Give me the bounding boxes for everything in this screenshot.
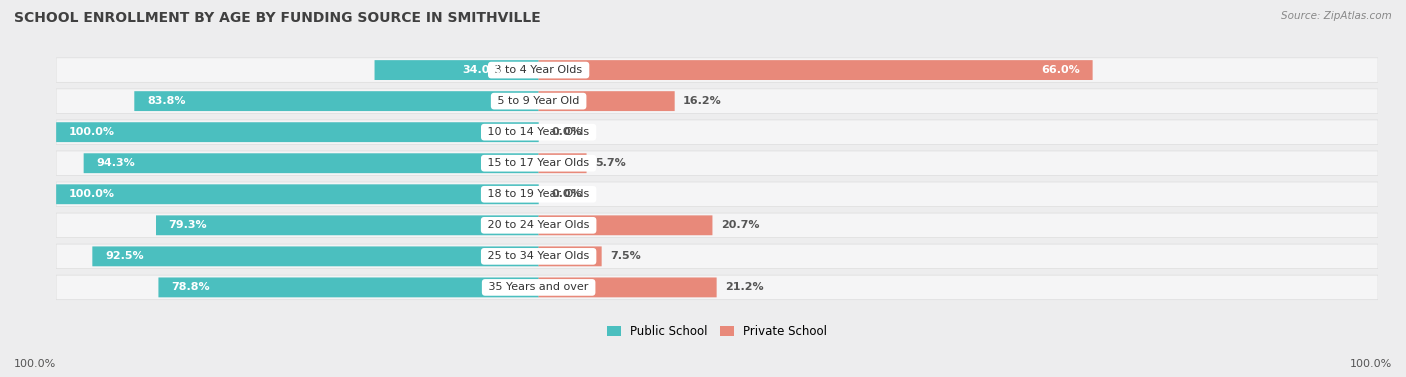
Text: 5.7%: 5.7% bbox=[595, 158, 626, 168]
Text: 25 to 34 Year Olds: 25 to 34 Year Olds bbox=[484, 251, 593, 261]
Text: 100.0%: 100.0% bbox=[69, 127, 115, 137]
Text: 7.5%: 7.5% bbox=[610, 251, 641, 261]
Text: 100.0%: 100.0% bbox=[14, 359, 56, 369]
Text: 79.3%: 79.3% bbox=[169, 220, 207, 230]
Text: 16.2%: 16.2% bbox=[683, 96, 721, 106]
FancyBboxPatch shape bbox=[538, 60, 1092, 80]
Text: 34.0%: 34.0% bbox=[463, 65, 501, 75]
Text: 66.0%: 66.0% bbox=[1042, 65, 1080, 75]
FancyBboxPatch shape bbox=[56, 213, 1378, 238]
Text: 100.0%: 100.0% bbox=[69, 189, 115, 199]
Text: 3 to 4 Year Olds: 3 to 4 Year Olds bbox=[491, 65, 586, 75]
FancyBboxPatch shape bbox=[538, 91, 675, 111]
FancyBboxPatch shape bbox=[56, 120, 1378, 144]
Text: 21.2%: 21.2% bbox=[725, 282, 763, 293]
FancyBboxPatch shape bbox=[83, 153, 538, 173]
Text: 18 to 19 Year Olds: 18 to 19 Year Olds bbox=[484, 189, 593, 199]
Text: 100.0%: 100.0% bbox=[1350, 359, 1392, 369]
FancyBboxPatch shape bbox=[56, 151, 1378, 175]
FancyBboxPatch shape bbox=[135, 91, 538, 111]
FancyBboxPatch shape bbox=[93, 247, 538, 266]
Text: 83.8%: 83.8% bbox=[148, 96, 186, 106]
Text: 78.8%: 78.8% bbox=[172, 282, 209, 293]
FancyBboxPatch shape bbox=[538, 247, 602, 266]
Text: 0.0%: 0.0% bbox=[551, 127, 582, 137]
Text: 35 Years and over: 35 Years and over bbox=[485, 282, 592, 293]
Text: 20 to 24 Year Olds: 20 to 24 Year Olds bbox=[484, 220, 593, 230]
FancyBboxPatch shape bbox=[56, 275, 1378, 300]
FancyBboxPatch shape bbox=[56, 58, 1378, 82]
Text: Source: ZipAtlas.com: Source: ZipAtlas.com bbox=[1281, 11, 1392, 21]
Text: 5 to 9 Year Old: 5 to 9 Year Old bbox=[494, 96, 583, 106]
Text: 20.7%: 20.7% bbox=[721, 220, 759, 230]
FancyBboxPatch shape bbox=[538, 277, 717, 297]
Legend: Public School, Private School: Public School, Private School bbox=[602, 320, 832, 343]
Text: 15 to 17 Year Olds: 15 to 17 Year Olds bbox=[484, 158, 593, 168]
Text: 94.3%: 94.3% bbox=[97, 158, 135, 168]
Text: 0.0%: 0.0% bbox=[551, 189, 582, 199]
FancyBboxPatch shape bbox=[56, 184, 538, 204]
Text: 92.5%: 92.5% bbox=[105, 251, 143, 261]
Text: 10 to 14 Year Olds: 10 to 14 Year Olds bbox=[484, 127, 593, 137]
FancyBboxPatch shape bbox=[56, 122, 538, 142]
FancyBboxPatch shape bbox=[374, 60, 538, 80]
FancyBboxPatch shape bbox=[159, 277, 538, 297]
FancyBboxPatch shape bbox=[56, 244, 1378, 269]
FancyBboxPatch shape bbox=[56, 182, 1378, 207]
FancyBboxPatch shape bbox=[538, 153, 586, 173]
Text: SCHOOL ENROLLMENT BY AGE BY FUNDING SOURCE IN SMITHVILLE: SCHOOL ENROLLMENT BY AGE BY FUNDING SOUR… bbox=[14, 11, 541, 25]
FancyBboxPatch shape bbox=[56, 89, 1378, 113]
FancyBboxPatch shape bbox=[156, 215, 538, 235]
FancyBboxPatch shape bbox=[538, 215, 713, 235]
